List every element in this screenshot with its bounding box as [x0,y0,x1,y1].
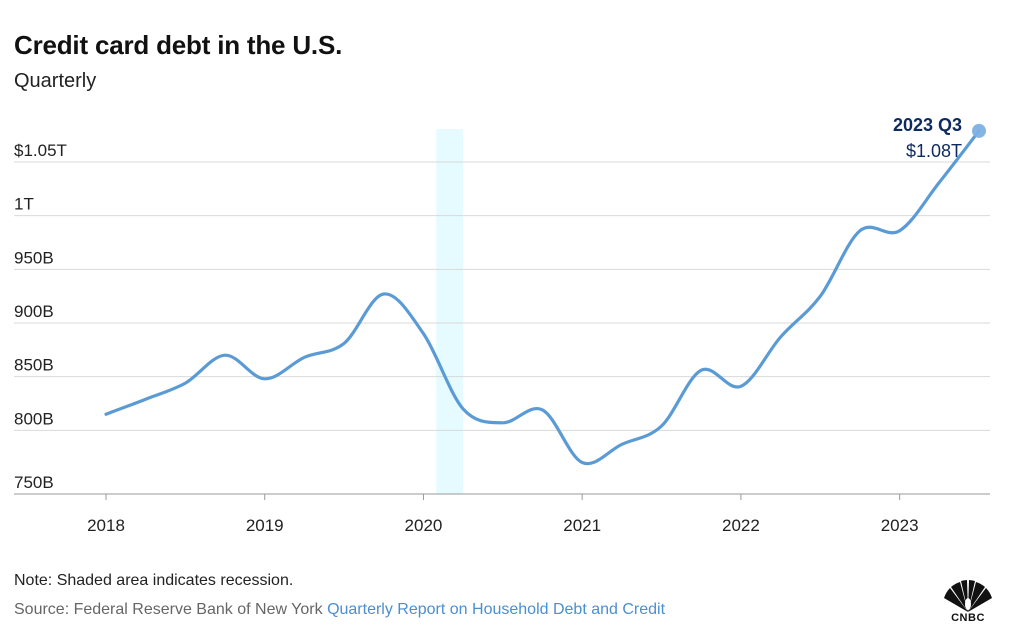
data-point [421,332,425,336]
y-tick-label: 900B [14,302,54,321]
source-text: Source: Federal Reserve Bank of New York [14,601,323,618]
data-point [739,384,743,388]
data-point [302,355,306,359]
x-tick-label: 2020 [405,516,443,535]
chart-note: Note: Shaded area indicates recession. [14,572,294,589]
data-point [580,461,584,465]
x-tick-label: 2018 [87,516,125,535]
peacock-logo-icon [944,580,992,612]
chart-source: Source: Federal Reserve Bank of New York… [14,601,665,619]
logo-text: CNBC [951,612,985,624]
y-tick-label: 800B [14,409,54,428]
y-tick-label: 850B [14,356,54,375]
data-point [699,368,703,372]
data-point [263,377,267,381]
x-tick-label: 2023 [881,516,919,535]
annotation-value: $1.08T [906,141,962,161]
x-tick-label: 2022 [722,516,760,535]
series-line [104,129,981,466]
data-point [858,229,862,233]
data-point [461,407,465,411]
data-point [382,292,386,296]
source-link[interactable]: Quarterly Report on Household Debt and C… [327,601,666,618]
x-tick-label: 2019 [246,516,284,535]
data-point [660,424,664,428]
chart-subtitle: Quarterly [14,70,97,92]
data-point [620,442,624,446]
annotation-label: 2023 Q3 [893,115,962,135]
data-point [144,397,148,401]
data-point [104,412,108,416]
y-tick-label: $1.05T [14,141,67,160]
y-tick-label: 1T [14,195,34,214]
endpoint-marker [972,123,986,138]
chart-title: Credit card debt in the U.S. [14,30,343,60]
data-point [779,335,783,339]
data-point [501,421,505,425]
data-point [937,180,941,184]
data-point [223,353,227,357]
data-point [898,229,902,233]
y-tick-label: 950B [14,248,54,267]
data-point [818,294,822,298]
x-tick-label: 2021 [563,516,601,535]
data-point [541,408,545,412]
data-point [183,381,187,385]
data-point [342,341,346,345]
y-tick-label: 750B [14,473,54,492]
recession-band [436,129,464,494]
